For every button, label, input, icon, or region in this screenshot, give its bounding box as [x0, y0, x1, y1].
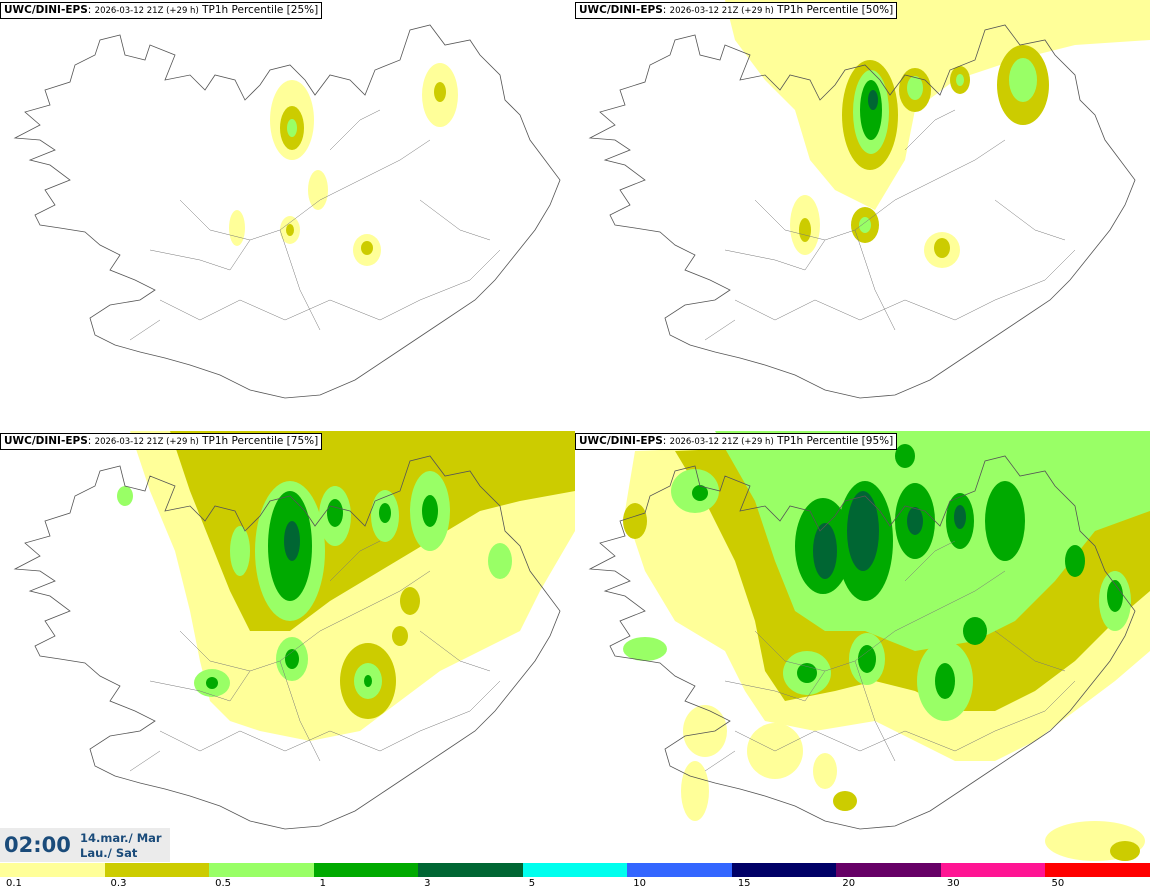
colorbar-swatch [418, 863, 523, 877]
model-name: UWC/DINI-EPS [579, 435, 663, 447]
colorbar-swatch [104, 863, 210, 877]
panel-title: UWC/DINI-EPS: 2026-03-12 21Z (+29 h) TP1… [0, 2, 323, 19]
colorbar-tick-label: 3 [424, 878, 431, 889]
map-panel-p75: UWC/DINI-EPS: 2026-03-12 21Z (+29 h) TP1… [0, 431, 575, 862]
field-name: TP1h Percentile [75%] [202, 435, 319, 447]
panel-title: UWC/DINI-EPS: 2026-03-12 21Z (+29 h) TP1… [0, 433, 323, 450]
colorbar-tick-label: 0.3 [110, 878, 127, 889]
field-name: TP1h Percentile [50%] [777, 4, 894, 16]
colorbar-swatch [0, 863, 105, 877]
colorbar-swatch [940, 863, 1046, 877]
precip-map-p25 [14, 24, 561, 399]
run-time: 2026-03-12 21Z (+29 h) [669, 437, 774, 447]
colorbar-tick-label: 30 [946, 878, 960, 889]
precip-map-p75 [14, 431, 575, 830]
valid-time-clock: 02:00 [4, 833, 71, 857]
colorbar-tick-label: 5 [528, 878, 536, 889]
colorbar-swatch [627, 863, 732, 877]
precip-field [229, 63, 458, 266]
map-panel-p50: UWC/DINI-EPS: 2026-03-12 21Z (+29 h) TP1… [575, 0, 1150, 431]
colorbar-swatch [836, 863, 941, 877]
colorbar-tick-label: 0.5 [215, 878, 231, 889]
precip-map-p95 [589, 431, 1150, 861]
colorbar-swatch [209, 863, 314, 877]
colorbar-tick-label: 1 [319, 878, 326, 889]
model-name: UWC/DINI-EPS [4, 4, 88, 16]
colorbar-tick-label: 0.1 [6, 878, 22, 889]
precip-field [117, 431, 575, 741]
run-time: 2026-03-12 21Z (+29 h) [669, 6, 774, 16]
run-time: 2026-03-12 21Z (+29 h) [94, 6, 199, 16]
field-name: TP1h Percentile [25%] [202, 4, 319, 16]
precip-map-p50 [589, 0, 1150, 399]
valid-time-box: 02:00 14.mar./ Mar Lau./ Sat [0, 828, 170, 862]
valid-date-line1: 14.mar./ Mar [80, 831, 162, 845]
precip-field [623, 431, 1150, 861]
panel-title: UWC/DINI-EPS: 2026-03-12 21Z (+29 h) TP1… [575, 433, 898, 450]
panel-title: UWC/DINI-EPS: 2026-03-12 21Z (+29 h) TP1… [575, 2, 898, 19]
map-panel-p25: UWC/DINI-EPS: 2026-03-12 21Z (+29 h) TP1… [0, 0, 575, 431]
valid-date-line2: Lau./ Sat [80, 846, 138, 860]
colorbar-tick-label: 10 [633, 878, 646, 889]
run-time: 2026-03-12 21Z (+29 h) [94, 437, 199, 447]
colorbar-tick-label: 50 [1051, 878, 1065, 889]
colorbar-swatch [731, 863, 837, 877]
colorbar-swatch [1045, 863, 1150, 877]
map-panel-p95: UWC/DINI-EPS: 2026-03-12 21Z (+29 h) TP1… [575, 431, 1150, 862]
model-name: UWC/DINI-EPS [4, 435, 88, 447]
precip-field [725, 0, 1150, 268]
colorbar-ticks: 0.1 0.3 0.5 1 3 5 10 15 20 30 50 [0, 877, 1150, 891]
precip-colorbar [0, 863, 1150, 877]
field-name: TP1h Percentile [95%] [777, 435, 894, 447]
colorbar-tick-label: 15 [737, 878, 751, 889]
model-name: UWC/DINI-EPS [579, 4, 663, 16]
colorbar-swatch [313, 863, 419, 877]
colorbar-swatch [522, 863, 628, 877]
colorbar-tick-label: 20 [842, 878, 856, 889]
